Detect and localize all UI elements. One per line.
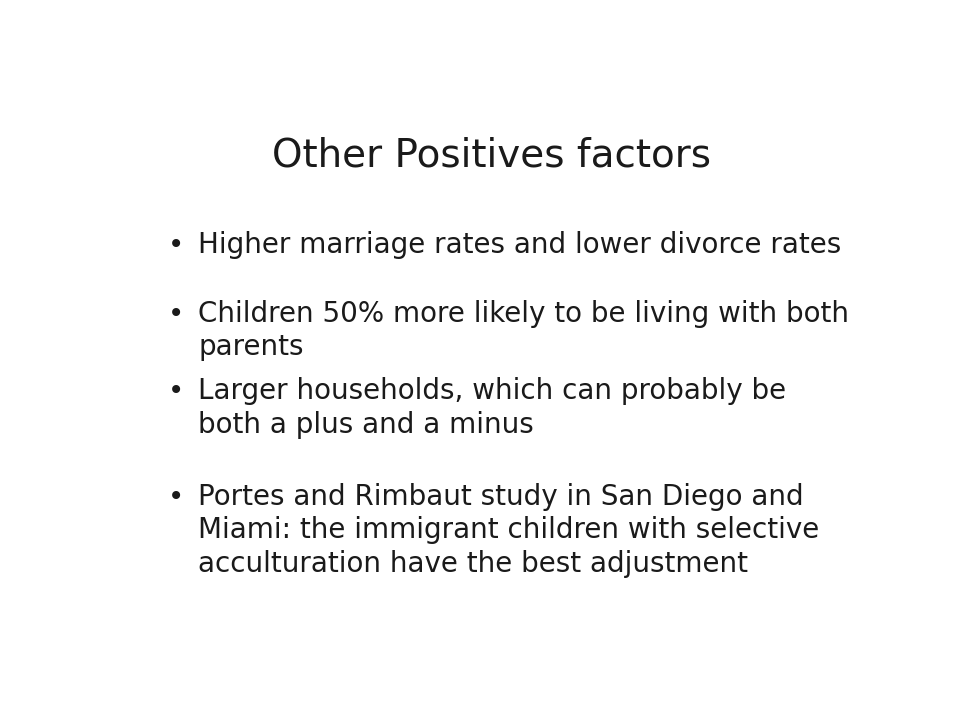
Text: •: • [168,483,184,510]
Text: Larger households, which can probably be
both a plus and a minus: Larger households, which can probably be… [198,377,786,439]
Text: •: • [168,377,184,405]
Text: Higher marriage rates and lower divorce rates: Higher marriage rates and lower divorce … [198,230,841,258]
Text: Children 50% more likely to be living with both
parents: Children 50% more likely to be living wi… [198,300,849,361]
Text: Portes and Rimbaut study in San Diego and
Miami: the immigrant children with sel: Portes and Rimbaut study in San Diego an… [198,483,820,577]
Text: Other Positives factors: Other Positives factors [273,136,711,174]
Text: •: • [168,230,184,258]
Text: •: • [168,300,184,328]
